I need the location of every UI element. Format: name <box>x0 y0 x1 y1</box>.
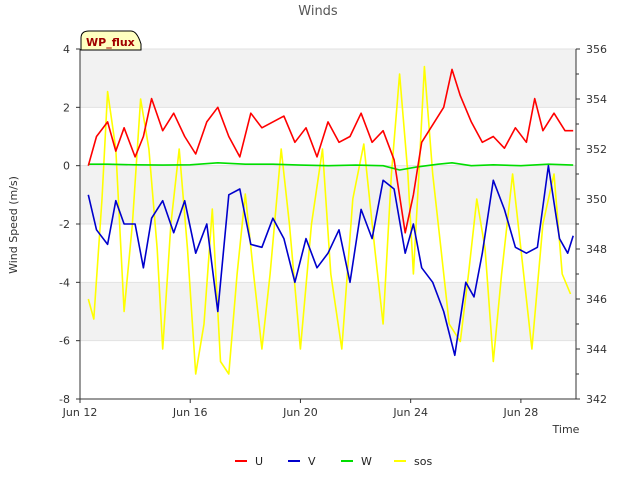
y-tick-label: -6 <box>59 335 70 348</box>
background-band <box>80 165 576 224</box>
y-tick-label: -8 <box>59 393 70 406</box>
y2-tick-label: 348 <box>586 243 607 256</box>
series-line-sos <box>87 65 572 375</box>
series-line-V <box>87 164 574 357</box>
background-band <box>80 282 576 341</box>
y-axis-label: Wind Speed (m/s) <box>7 176 20 274</box>
y2-tick-label: 352 <box>586 143 607 156</box>
y-tick-label: 2 <box>63 101 70 114</box>
series-layer <box>87 65 574 375</box>
y2-tick-label: 350 <box>586 193 607 206</box>
y-tick-label: -2 <box>59 218 70 231</box>
y2-tick-label: 356 <box>586 43 607 56</box>
background-band <box>80 49 576 108</box>
x-tick-label: Jun 12 <box>62 406 98 419</box>
badge-label: WP_flux <box>86 36 135 49</box>
legend-label-sos: sos <box>414 455 432 468</box>
series-line-W <box>88 162 574 171</box>
legend-label-V: V <box>308 455 316 468</box>
chart-title: Winds <box>298 4 338 19</box>
y-tick-label: 0 <box>63 160 70 173</box>
x-tick-label: Jun 24 <box>392 406 428 419</box>
y-tick-label: 4 <box>63 43 70 56</box>
y-tick-label: -4 <box>59 276 70 289</box>
axes: -8 -6 -4 -2 0 2 4 342 344 346 348 350 352 354 356 Jun 1… <box>59 43 607 419</box>
y2-tick-label: 342 <box>586 393 607 406</box>
legend-label-U: U <box>255 455 263 468</box>
series-line-U <box>87 68 574 234</box>
y2-tick-label: 354 <box>586 93 607 106</box>
x-tick-label: Jun 28 <box>503 406 539 419</box>
badge: WP_flux <box>80 30 142 51</box>
y2-tick-label: 346 <box>586 293 607 306</box>
x-tick-label: Jun 16 <box>172 406 208 419</box>
legend-label-W: W <box>361 455 372 468</box>
x-tick-label: Jun 20 <box>282 406 318 419</box>
y2-tick-label: 344 <box>586 343 607 356</box>
badge-box <box>80 30 142 51</box>
x-axis-label: Time <box>552 423 580 436</box>
